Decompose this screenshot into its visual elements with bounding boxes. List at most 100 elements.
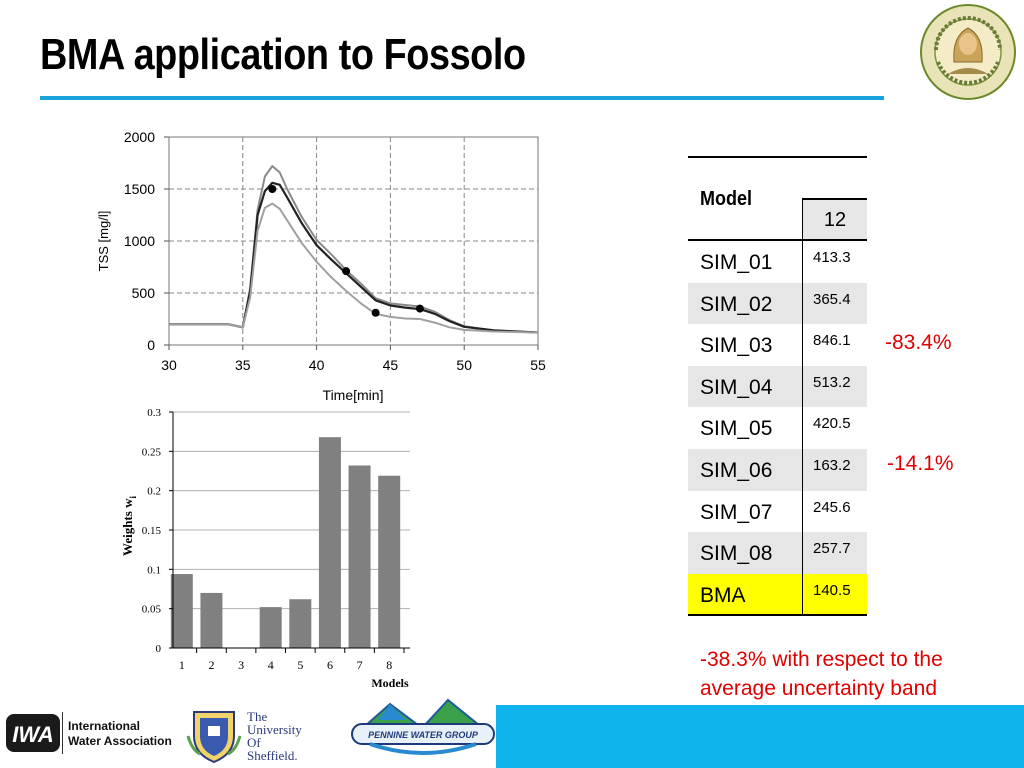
table-header-rule [688,239,867,241]
weights-chart-bars [170,437,401,648]
tss-chart-ytick-label: 1500 [124,181,155,197]
sheffield-logo-line1: The [247,709,268,724]
annotation-sim06-percent: -14.1% [887,452,954,475]
weights-chart-ytick-label: 0 [156,643,162,655]
table-cell-value: 420.5 [813,415,851,433]
weights-chart-xtick-label: 2 [208,658,214,672]
weights-chart-xtick-label: 5 [297,658,303,672]
table-cell-model: SIM_01 [700,251,773,274]
tss-chart-series-line-2 [169,181,539,334]
tss-chart-observation-point [342,267,351,276]
tss-line-chart: 0 500 1000 1500 2000 30 35 40 45 50 55 Time[min] T… [96,129,546,403]
iwa-logo-mark: IWA [6,714,60,752]
table-cell-model: SIM_07 [700,500,773,524]
table-row: BMA 140.5 [688,573,867,616]
weights-bar-chart: 0 0.05 0.1 0.15 0.2 0.25 0.3 1 2 3 4 5 6 7 8 Models We… [120,407,410,690]
weights-chart-xtick-label: 7 [357,658,363,672]
weights-chart-xlabel: Models [371,676,409,690]
iwa-logo-letters: IWA [12,722,54,747]
table-row: SIM_07 245.6 [688,491,867,533]
weights-chart-bar [200,592,223,648]
tss-chart-xlabel: Time[min] [323,387,384,403]
table-row: SIM_04 513.2 [688,365,867,408]
tss-chart-observation-point [371,308,380,317]
pennine-logo-text: PENNINE WATER GROUP [368,730,479,740]
tss-chart-ytick-label: 2000 [124,129,155,145]
weights-chart-bar [348,465,371,648]
tss-chart-ytick-label: 500 [132,285,156,301]
weights-chart-ytick-label: 0.25 [142,446,162,458]
sheffield-logo-line3: Of [247,735,261,750]
annotation-sim03-percent: -83.4% [885,331,952,354]
page-title: BMA application to Fossolo [40,30,526,79]
weights-chart-bar [378,475,401,648]
annotation-summary-line1: -38.3% with respect to the [700,648,943,671]
tss-chart-ytick-label: 0 [147,337,155,353]
table-cell-value: 140.5 [813,581,851,599]
tss-chart-observation-point [268,185,277,193]
tss-chart-ylabel: TSS [mg/l] [96,211,111,272]
iwa-logo-divider [62,712,63,754]
iwa-logo-line1: International [68,719,141,733]
weights-chart-ytick-label: 0.2 [147,486,161,498]
weights-chart-ytick-label: 0.05 [142,604,162,616]
sheffield-crest-logo [186,711,242,764]
tss-chart-grid [169,136,539,345]
iwa-logo-text: International Water Association [68,719,172,749]
table-cell-value: 413.3 [813,249,851,266]
weights-chart-bar [289,599,312,648]
university-seal-logo [920,4,1016,100]
table-row: SIM_08 257.7 [688,532,867,574]
table-top-rule [688,156,867,158]
table-row: SIM_06 163.2 [688,449,867,491]
table-cell-model: SIM_06 [700,459,773,482]
weights-chart-bar [259,607,282,648]
weights-chart-ylabel-main: Weights w [120,498,135,556]
weights-chart-ytick-label: 0.3 [147,407,161,419]
table-cell-value: 257.7 [813,540,851,558]
table-cell-value: 513.2 [813,373,851,391]
tss-chart-xtick-label: 55 [530,357,546,373]
table-row: SIM_03 846.1 [688,324,867,366]
weights-chart-xtick-label: 6 [327,658,333,672]
weights-chart-xtick-label: 3 [238,658,244,672]
weights-chart-xtick-label: 8 [386,658,392,672]
table-cell-model: SIM_05 [700,417,773,441]
table-cell-model: SIM_04 [700,375,773,399]
table-header-column: 12 [802,198,867,239]
tss-chart-xtick-label: 30 [161,357,177,373]
table-cell-model: SIM_03 [700,334,773,358]
tss-chart-xtick-label: 35 [235,357,251,373]
table-row: SIM_05 420.5 [688,407,867,449]
tss-chart-xtick-label: 40 [309,357,325,373]
weights-chart-xtick-label: 1 [179,658,185,672]
tss-chart-ticks: 0 500 1000 1500 2000 30 35 40 45 50 55 [124,129,546,373]
pennine-water-group-logo: PENNINE WATER GROUP [351,698,495,755]
table-column-divider [802,239,803,615]
sheffield-logo-line4: Sheffield. [247,748,298,763]
tss-chart-xtick-label: 50 [456,357,472,373]
footer-bar [496,705,1024,768]
table-row: SIM_01 413.3 [688,241,867,283]
annotation-summary-line2: average uncertainty band [700,677,937,700]
weights-chart-xtick-label: 4 [268,658,274,672]
tss-chart-series-line-3 [169,202,539,334]
table-cell-model: SIM_08 [700,542,773,566]
tss-chart-series-line-1 [169,165,539,334]
table-cell-model: SIM_02 [700,292,773,316]
table-cell-value: 846.1 [813,332,851,350]
tss-chart-ytick-label: 1000 [124,233,155,249]
weights-chart-ylabel-sub: i [128,496,138,499]
tss-chart-observations [268,185,424,317]
table-cell-value: 163.2 [813,457,851,474]
title-divider [40,96,884,100]
tss-chart-xtick-label: 45 [383,357,399,373]
table-bottom-rule [688,614,867,616]
table-row: SIM_02 365.4 [688,282,867,325]
tss-chart-observation-point [415,304,424,313]
table-cell-value: 365.4 [813,290,851,308]
table-cell-model: BMA [700,583,746,607]
iwa-logo-line2: Water Association [68,734,172,748]
weights-chart-ytick-label: 0.1 [147,564,161,576]
tss-chart-series [169,165,539,334]
